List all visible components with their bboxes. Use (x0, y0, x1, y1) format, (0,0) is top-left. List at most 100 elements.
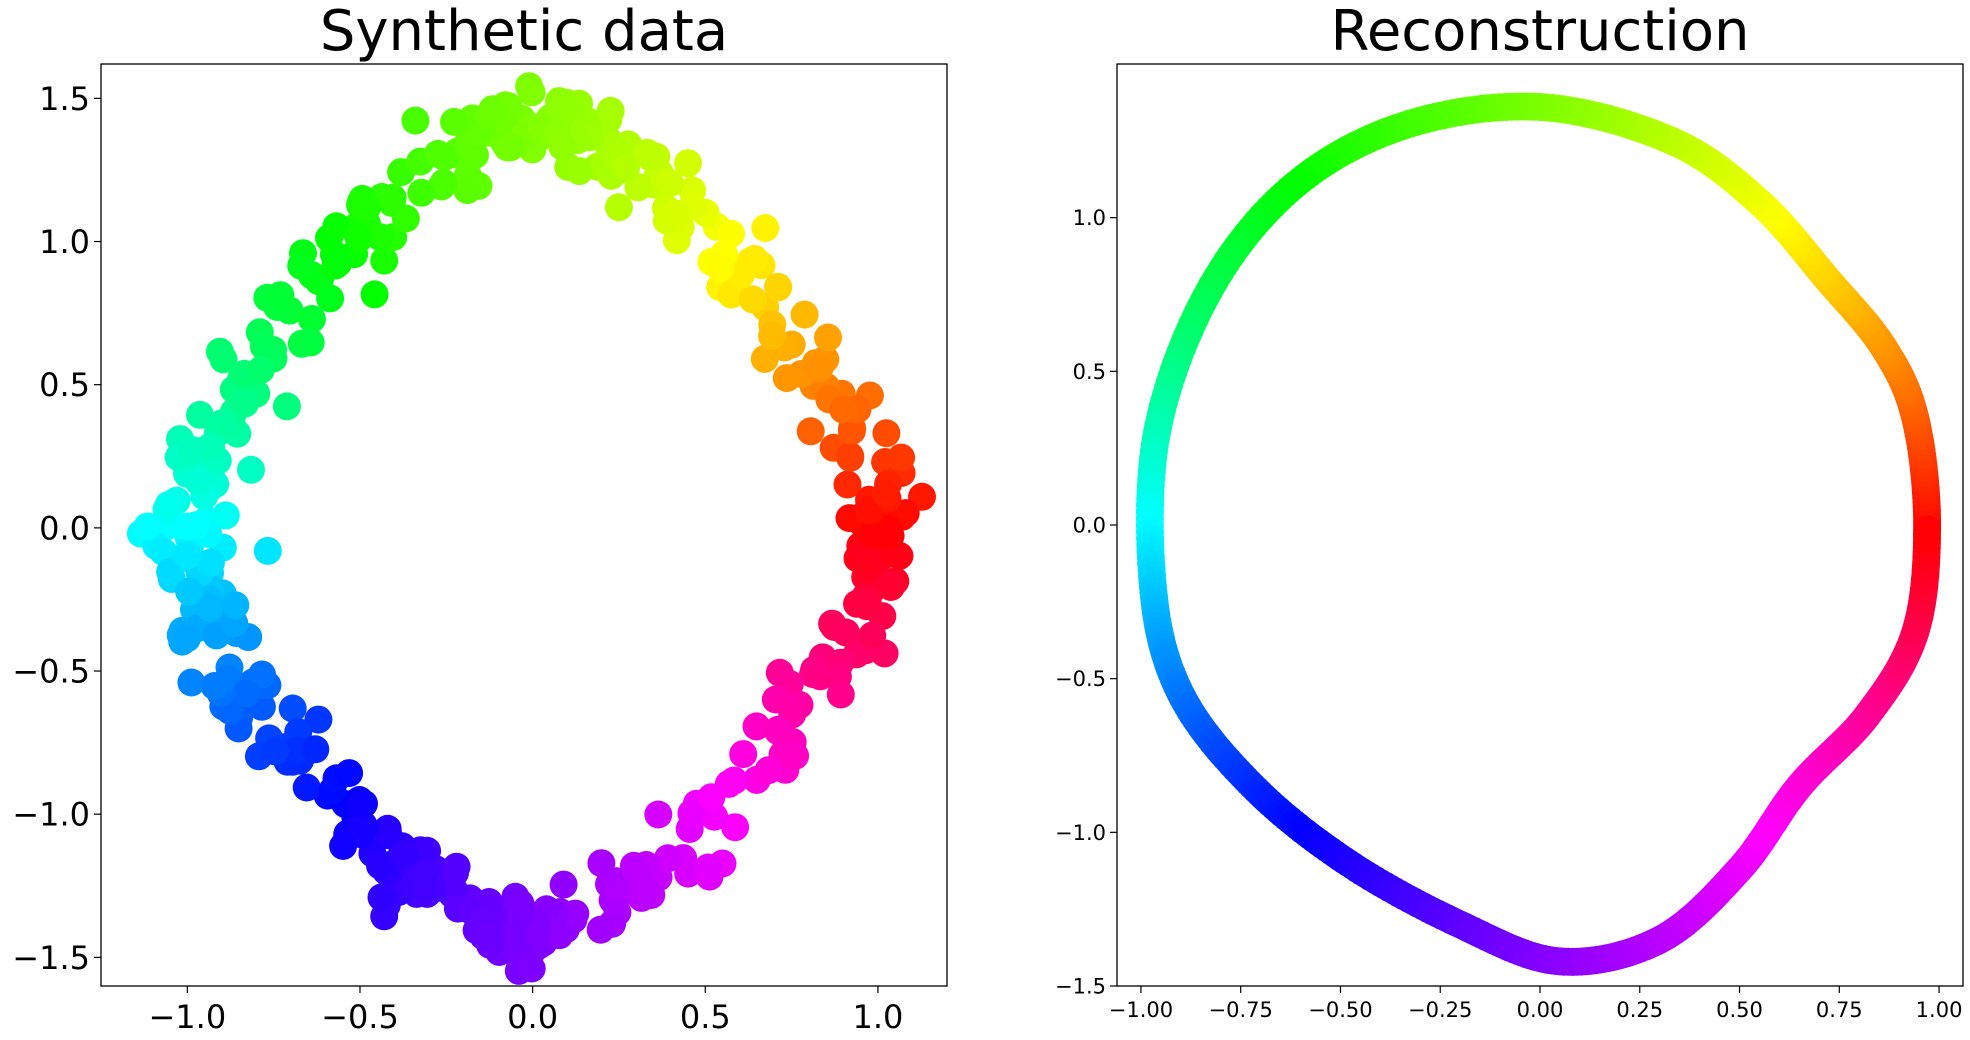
synthetic-point (596, 96, 625, 125)
synthetic-y-tick-label: −1.5 (12, 939, 90, 977)
synthetic-point (221, 591, 250, 620)
synthetic-point (208, 409, 237, 438)
reconstruction-y-tick-label: 0.5 (1073, 360, 1106, 384)
reconstruction-plot-frame (1116, 63, 1964, 987)
synthetic-point (604, 193, 633, 222)
reconstruction-x-tick-label: −1.00 (1109, 998, 1173, 1022)
synthetic-point (177, 438, 206, 467)
synthetic-point (316, 284, 345, 313)
synthetic-point (836, 443, 865, 472)
synthetic-point (370, 246, 399, 275)
synthetic-point (410, 861, 439, 890)
synthetic-point (561, 899, 590, 928)
synthetic-point (232, 679, 261, 708)
synthetic-point (390, 840, 419, 869)
synthetic-point (246, 355, 275, 384)
synthetic-point (343, 222, 372, 250)
chart-reconstruction: −1.00 −0.75 −0.50 −0.25 0.00 0.25 0.50 0.75 1.00… (1055, 0, 1964, 1022)
synthetic-point (378, 183, 407, 212)
synthetic-point (858, 621, 887, 650)
synthetic-point (278, 694, 307, 723)
synthetic-point (367, 883, 396, 912)
synthetic-point (656, 169, 684, 197)
synthetic-point (644, 800, 673, 829)
synthetic-point (831, 618, 860, 647)
synthetic-point (729, 740, 758, 769)
reconstruction-x-axis: −1.00 −0.75 −0.50 −0.25 0.00 0.25 0.50 0.75 1.00 (1109, 986, 1963, 1022)
reconstruction-y-tick-label: −0.5 (1055, 667, 1106, 691)
synthetic-point (777, 691, 806, 720)
synthetic-x-tick-label: 1.0 (852, 998, 903, 1036)
synthetic-point (261, 737, 290, 766)
synthetic-y-tick-label: −0.5 (12, 653, 90, 691)
synthetic-point (423, 139, 452, 168)
synthetic-point (407, 178, 436, 207)
reconstruction-x-tick-label: 0.25 (1616, 998, 1663, 1022)
reconstruction-y-tick-label: 0.0 (1073, 514, 1106, 538)
synthetic-point (758, 322, 787, 350)
synthetic-point (154, 490, 183, 519)
synthetic-point (586, 915, 615, 944)
synthetic-point (629, 873, 658, 902)
synthetic-point (248, 660, 276, 689)
synthetic-point (833, 470, 862, 499)
synthetic-point (826, 680, 855, 709)
synthetic-point (706, 254, 735, 283)
synthetic-point (173, 624, 201, 653)
synthetic-point (674, 149, 702, 178)
synthetic-y-axis: 1.5 1.0 0.5 0.0 −0.5 −1.0 −1.5 (12, 80, 101, 977)
synthetic-point (195, 593, 224, 622)
reconstruction-point (1913, 515, 1942, 544)
synthetic-point (843, 589, 871, 618)
synthetic-scatter-points (126, 72, 936, 985)
synthetic-point (548, 92, 577, 121)
synthetic-point (854, 546, 883, 575)
synthetic-point (360, 280, 389, 309)
synthetic-point (209, 345, 238, 374)
synthetic-point (347, 187, 375, 216)
synthetic-point (887, 443, 916, 472)
synthetic-point (661, 199, 690, 228)
reconstruction-x-tick-label: 1.00 (1916, 998, 1963, 1022)
reconstruction-x-tick-label: −0.50 (1308, 998, 1372, 1022)
synthetic-point (545, 921, 574, 950)
synthetic-point (876, 573, 905, 601)
synthetic-point (635, 142, 664, 171)
synthetic-point (853, 496, 882, 525)
synthetic-point (292, 773, 321, 802)
synthetic-point (460, 141, 489, 170)
synthetic-chart-title: Synthetic data (320, 0, 728, 64)
synthetic-x-axis: −1.0 −0.5 0.0 0.5 1.0 (148, 986, 903, 1036)
synthetic-point (742, 712, 771, 741)
synthetic-point (800, 655, 829, 684)
synthetic-point (365, 223, 394, 252)
synthetic-plot-frame (100, 63, 948, 987)
synthetic-point (391, 204, 420, 233)
synthetic-point (184, 467, 213, 496)
synthetic-point (697, 783, 726, 812)
synthetic-point (322, 212, 351, 241)
synthetic-y-tick-label: 1.0 (39, 223, 90, 261)
synthetic-y-tick-label: 1.5 (39, 80, 90, 118)
reconstruction-curve (1135, 92, 1942, 976)
synthetic-point (297, 305, 326, 333)
synthetic-point (517, 78, 546, 107)
synthetic-point (329, 832, 358, 860)
synthetic-point (837, 416, 866, 445)
synthetic-point (738, 285, 767, 314)
synthetic-point (186, 400, 214, 429)
synthetic-point (781, 741, 810, 770)
synthetic-point (604, 874, 633, 903)
synthetic-point (304, 705, 333, 734)
synthetic-point (740, 245, 769, 273)
synthetic-point (514, 950, 543, 979)
synthetic-point (478, 95, 507, 124)
synthetic-point (253, 536, 282, 565)
synthetic-point (872, 419, 901, 448)
reconstruction-y-axis: 1.0 0.5 0.0 −0.5 −1.0 −1.5 (1055, 206, 1117, 999)
synthetic-point (814, 323, 842, 352)
synthetic-x-tick-label: −1.0 (148, 998, 226, 1036)
synthetic-y-tick-label: −1.0 (12, 796, 90, 834)
synthetic-point (871, 479, 900, 508)
